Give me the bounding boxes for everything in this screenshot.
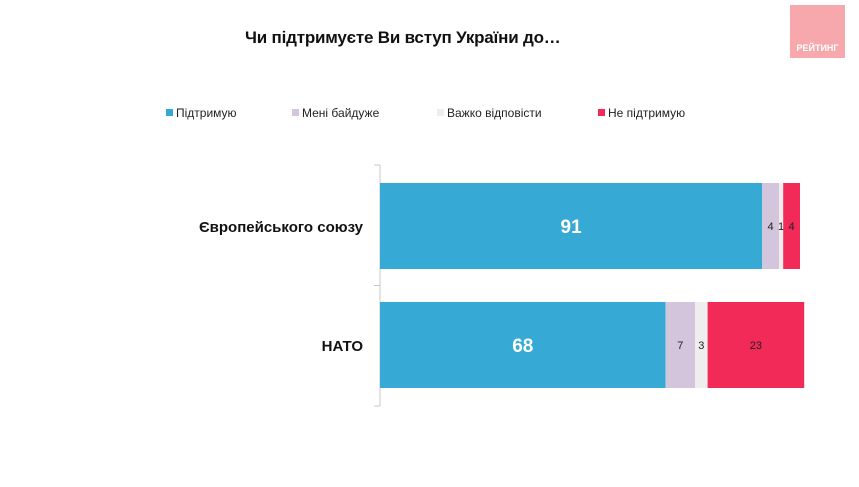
data-label-nato-support: 68: [512, 336, 533, 357]
legend-item-not-support: Не підтримую: [598, 106, 685, 120]
bars: 91 4 1 4 68 7 3 23: [380, 183, 805, 388]
legend-swatch-support: [166, 109, 173, 117]
legend-label-not-support: Не підтримую: [608, 106, 686, 120]
data-label-nato-indifferent: 7: [677, 340, 683, 352]
legend-label-support: Підтримую: [176, 106, 237, 120]
data-label-eu-hard-to-say: 1: [778, 221, 784, 233]
data-label-nato-hard-to-say: 3: [698, 340, 704, 352]
legend-label-hard-to-say: Важко відповісти: [447, 106, 542, 120]
category-axis: [374, 164, 381, 407]
legend-swatch-hard-to-say: [437, 109, 444, 117]
legend-item-hard-to-say: Важко відповісти: [437, 106, 542, 120]
category-label-nato: НАТО: [322, 338, 364, 355]
data-label-eu-support: 91: [561, 217, 583, 238]
bar-eu-indifferent: [762, 183, 779, 269]
category-label-eu: Європейського союзу: [199, 219, 364, 236]
chart-title: Чи підтримуєте Ви вступ України до…: [245, 28, 561, 47]
logo-text: РЕЙТИНГ: [796, 43, 839, 53]
bar-eu-not-support: [783, 183, 800, 269]
legend-item-indifferent: Мені байдуже: [292, 106, 379, 120]
bar-eu-support: [380, 183, 763, 269]
bar-eu-hard-to-say: [779, 183, 784, 269]
category-labels: Європейського союзу НАТО: [199, 219, 364, 355]
legend-swatch-not-support: [598, 109, 605, 117]
rating-logo: РЕЙТИНГ: [790, 5, 845, 58]
data-label-eu-not-support: 4: [789, 221, 795, 233]
legend-item-support: Підтримую: [166, 106, 237, 120]
data-label-nato-not-support: 23: [750, 340, 762, 352]
legend-label-indifferent: Мені байдуже: [302, 106, 380, 120]
bar-nato-not-support: [707, 302, 805, 388]
bar-nato-hard-to-say: [695, 302, 708, 388]
bar-nato-support: [380, 302, 666, 388]
legend-swatch-indifferent: [292, 109, 299, 117]
data-label-eu-indifferent: 4: [768, 221, 774, 233]
bar-nato-indifferent: [665, 302, 695, 388]
